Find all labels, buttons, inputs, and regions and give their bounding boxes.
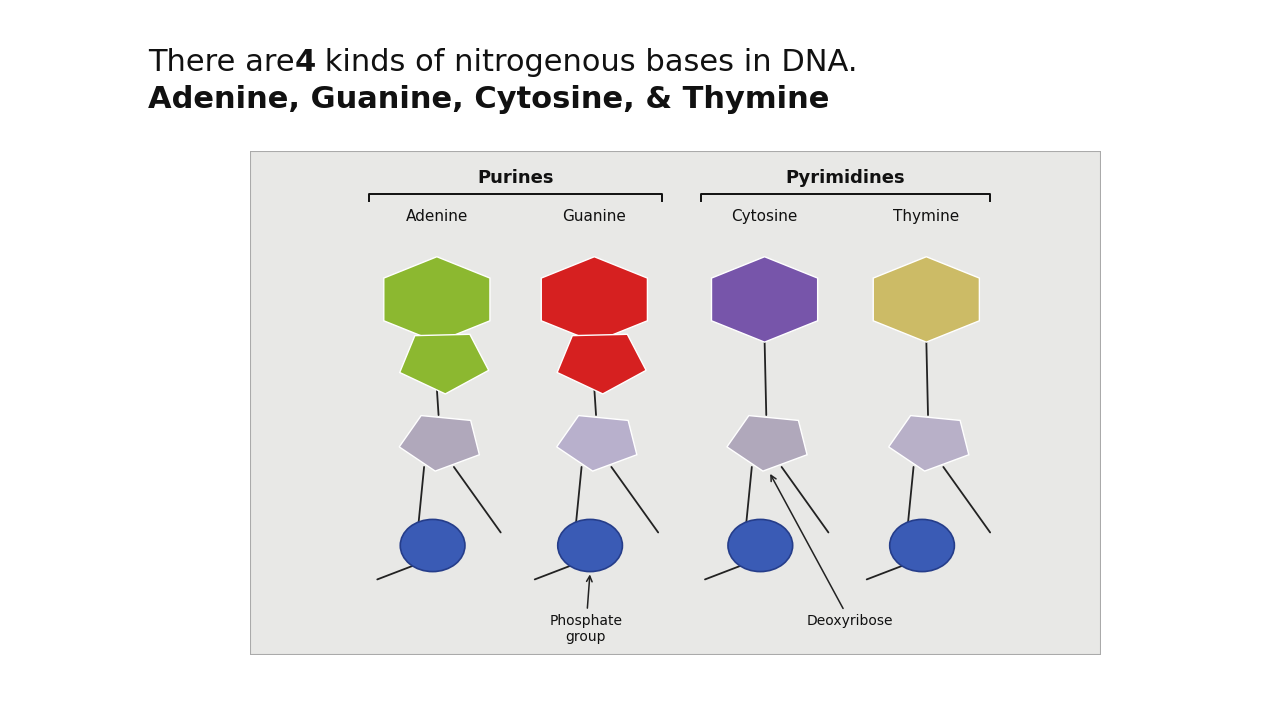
Text: Thymine: Thymine <box>893 210 960 225</box>
Polygon shape <box>541 257 648 342</box>
Text: Pyrimidines: Pyrimidines <box>786 169 905 187</box>
Ellipse shape <box>558 519 622 572</box>
Text: Adenine: Adenine <box>406 210 468 225</box>
FancyBboxPatch shape <box>250 151 1101 655</box>
Text: There are: There are <box>148 48 305 77</box>
Text: kinds of nitrogenous bases in DNA.: kinds of nitrogenous bases in DNA. <box>315 48 858 77</box>
Text: Deoxyribose: Deoxyribose <box>771 475 893 628</box>
Ellipse shape <box>890 519 955 572</box>
Text: Adenine, Guanine, Cytosine, & Thymine: Adenine, Guanine, Cytosine, & Thymine <box>148 85 829 114</box>
Text: Purines: Purines <box>477 169 553 187</box>
Polygon shape <box>399 334 489 394</box>
Text: Cytosine: Cytosine <box>731 210 797 225</box>
Polygon shape <box>557 415 637 471</box>
Polygon shape <box>399 415 480 471</box>
Polygon shape <box>384 257 490 342</box>
Polygon shape <box>727 415 808 471</box>
Polygon shape <box>557 334 646 394</box>
Text: Guanine: Guanine <box>562 210 626 225</box>
Ellipse shape <box>728 519 792 572</box>
Polygon shape <box>712 257 818 342</box>
Ellipse shape <box>401 519 465 572</box>
Polygon shape <box>873 257 979 342</box>
Polygon shape <box>888 415 969 471</box>
Text: 4: 4 <box>294 48 316 77</box>
Text: Phosphate
group: Phosphate group <box>549 576 622 644</box>
